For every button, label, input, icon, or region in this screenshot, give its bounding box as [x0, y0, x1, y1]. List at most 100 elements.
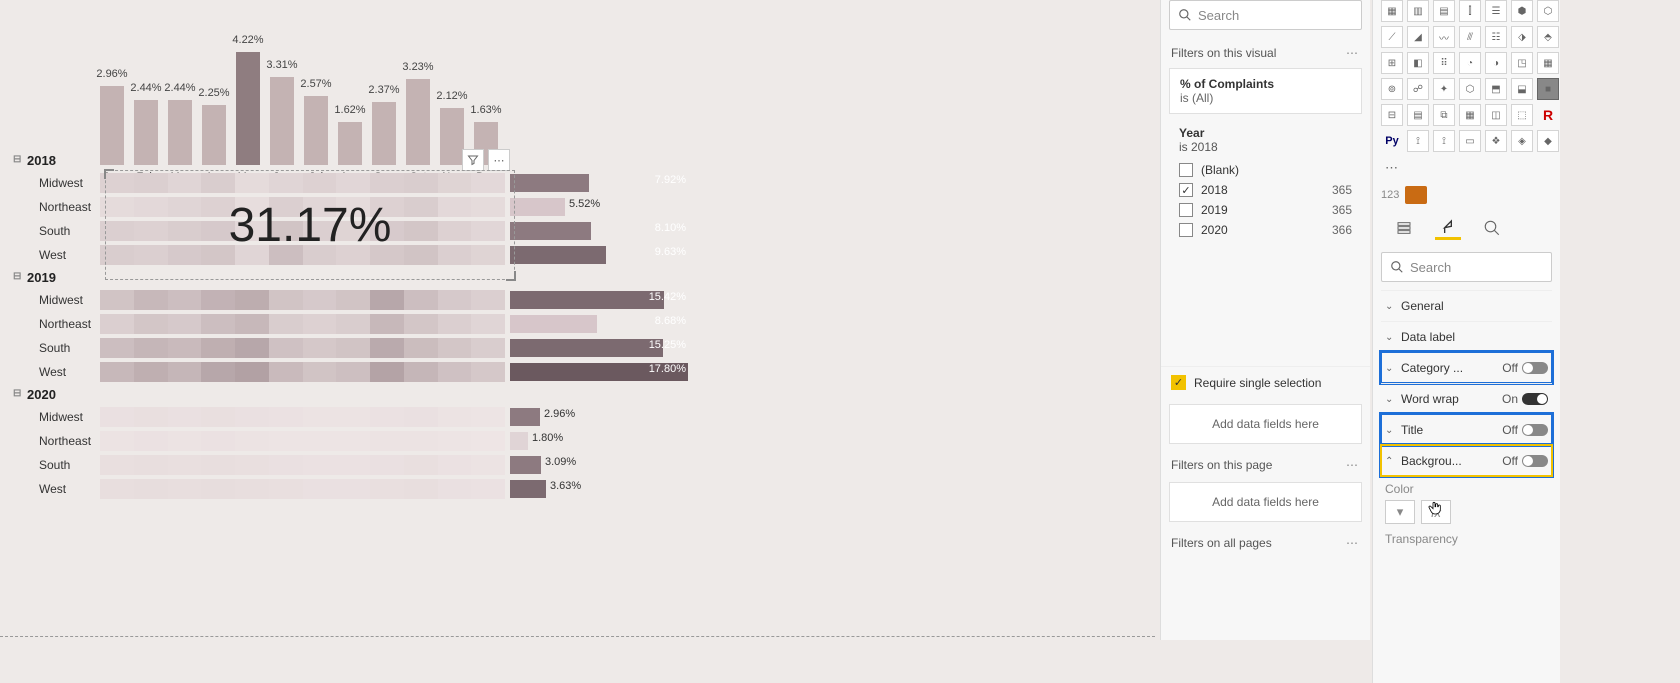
fields-tab[interactable]	[1391, 216, 1417, 240]
viz-type-icon[interactable]: ⫿	[1459, 0, 1481, 22]
checkbox[interactable]	[1179, 223, 1193, 237]
viz-type-icon[interactable]: ⬡	[1537, 0, 1559, 22]
viz-type-icon[interactable]: ⬓	[1511, 78, 1533, 100]
viz-type-icon[interactable]: ◑	[1485, 52, 1507, 74]
viz-type-icon[interactable]: ⧉	[1433, 104, 1455, 126]
viz-type-icon[interactable]: ⬡	[1459, 78, 1481, 100]
viz-type-icon[interactable]: ⠿	[1433, 52, 1455, 74]
toggle-switch[interactable]	[1522, 455, 1548, 467]
format-search-input[interactable]: Search	[1381, 252, 1552, 282]
month-column-chart: 2.96%Jan2.44%Feb2.44%Mar2.25%Apr4.22%May…	[100, 10, 520, 165]
matrix-region-row[interactable]: South3.09%	[15, 453, 715, 477]
matrix-region-row[interactable]: West17.80%	[15, 360, 715, 384]
format-property-row[interactable]: ⌄Category ...Off	[1381, 352, 1552, 383]
matrix-region-row[interactable]: South15.25%	[15, 336, 715, 360]
viz-type-icon[interactable]: R	[1537, 104, 1559, 126]
section-more-icon[interactable]: ⋯	[1346, 458, 1360, 472]
viz-type-icon[interactable]: ☍	[1407, 78, 1429, 100]
checkbox[interactable]	[1179, 163, 1193, 177]
filter-card-complaints[interactable]: % of Complaints is (All)	[1169, 68, 1362, 114]
viz-type-icon[interactable]: ⟟	[1407, 130, 1429, 152]
viz-type-icon[interactable]: ▦	[1537, 52, 1559, 74]
viz-type-icon[interactable]: ⟋	[1381, 26, 1403, 48]
dropzone-visual[interactable]: Add data fields here	[1169, 404, 1362, 444]
format-property-row[interactable]: ⌄General	[1381, 290, 1552, 321]
color-dropdown[interactable]: ▾	[1385, 500, 1415, 524]
format-property-row[interactable]: ⌄Data label	[1381, 321, 1552, 352]
heatmap-cells	[100, 407, 505, 427]
viz-type-icon[interactable]: 〰	[1433, 26, 1455, 48]
viz-type-icon[interactable]: ▦	[1381, 0, 1403, 22]
viz-type-icon[interactable]: ☷	[1485, 26, 1507, 48]
viz-type-icon[interactable]: ◳	[1511, 52, 1533, 74]
region-bar: 8.10%	[510, 221, 690, 241]
viz-type-icon[interactable]: ⬗	[1511, 26, 1533, 48]
viz-type-icon[interactable]: ◆	[1537, 130, 1559, 152]
format-property-row[interactable]: ⌄TitleOff	[1381, 414, 1552, 445]
section-more-icon[interactable]: ⋯	[1346, 536, 1360, 550]
viz-type-icon[interactable]: ■	[1537, 78, 1559, 100]
format-property-row[interactable]: ⌃Backgrou...Off	[1381, 445, 1552, 476]
region-label: South	[15, 458, 100, 472]
viz-type-icon[interactable]: ◢	[1407, 26, 1429, 48]
matrix-region-row[interactable]: Midwest15.42%	[15, 288, 715, 312]
toggle-switch[interactable]	[1522, 362, 1548, 374]
viz-type-icon[interactable]: ◈	[1511, 130, 1533, 152]
viz-type-icon[interactable]: ⟟	[1433, 130, 1455, 152]
matrix-year-header[interactable]: 2018	[15, 150, 715, 171]
toggle-switch[interactable]	[1522, 393, 1548, 405]
matrix-region-row[interactable]: Northeast1.80%	[15, 429, 715, 453]
viz-type-icon[interactable]: ⊚	[1381, 78, 1403, 100]
viz-type-icon[interactable]: ⊞	[1381, 52, 1403, 74]
filter-card-sub: is (All)	[1180, 91, 1351, 105]
toggle-state-label: Off	[1502, 361, 1518, 375]
filters-search-input[interactable]: Search	[1169, 0, 1362, 30]
checkbox[interactable]	[1179, 203, 1193, 217]
year-filter-option[interactable]: (Blank)	[1179, 160, 1352, 180]
matrix-region-row[interactable]: West3.63%	[15, 477, 715, 501]
viz-type-icon[interactable]: ☰	[1485, 0, 1507, 22]
analytics-tab[interactable]	[1479, 216, 1505, 240]
filter-card-year[interactable]: Year is 2018 (Blank)20183652019365202036…	[1169, 120, 1362, 246]
toggle-switch[interactable]	[1522, 424, 1548, 436]
format-property-row[interactable]: ⌄Word wrapOn	[1381, 383, 1552, 414]
viz-type-icon[interactable]: ⬘	[1537, 26, 1559, 48]
viz-type-icon[interactable]: ▤	[1433, 0, 1455, 22]
section-more-icon[interactable]: ⋯	[1346, 46, 1360, 60]
require-single-selection[interactable]: ✓ Require single selection	[1161, 366, 1370, 398]
region-label: Midwest	[15, 176, 100, 190]
viz-type-icon[interactable]: ⬒	[1485, 78, 1507, 100]
format-property-label: Backgrou...	[1401, 454, 1502, 468]
field-chip[interactable]	[1405, 186, 1427, 204]
viz-type-icon[interactable]: ◔	[1459, 52, 1481, 74]
viz-type-icon[interactable]: ⫻	[1459, 26, 1481, 48]
year-filter-option[interactable]: 2020366	[1179, 220, 1352, 240]
viz-type-icon[interactable]: ⬢	[1511, 0, 1533, 22]
month-bar[interactable]: 4.22%May	[236, 52, 260, 165]
format-tab[interactable]	[1435, 216, 1461, 240]
viz-type-icon[interactable]: ▤	[1407, 104, 1429, 126]
dropzone-page[interactable]: Add data fields here	[1169, 482, 1362, 522]
checkbox[interactable]	[1179, 183, 1193, 197]
viz-type-icon[interactable]: ❖	[1485, 130, 1507, 152]
viz-type-icon[interactable]: ◫	[1485, 104, 1507, 126]
viz-type-icon[interactable]: ▭	[1459, 130, 1481, 152]
viz-type-icon[interactable]: ⬚	[1511, 104, 1533, 126]
viz-type-icon[interactable]: ▥	[1407, 0, 1429, 22]
viz-type-icon[interactable]: ▦	[1459, 104, 1481, 126]
matrix-region-row[interactable]: Northeast8.68%	[15, 312, 715, 336]
region-bar: 2.96%	[510, 407, 690, 427]
card-visual-value[interactable]: 31.17%	[105, 170, 515, 280]
viz-type-icon[interactable]: ✦	[1433, 78, 1455, 100]
color-fx-button[interactable]: fx	[1421, 500, 1451, 524]
viz-type-icon[interactable]: ⊟	[1381, 104, 1403, 126]
viz-type-icon[interactable]: ◧	[1407, 52, 1429, 74]
year-filter-option[interactable]: 2018365	[1179, 180, 1352, 200]
year-filter-option[interactable]: 2019365	[1179, 200, 1352, 220]
viz-more-icon[interactable]: ⋯	[1381, 158, 1552, 186]
viz-type-icon[interactable]: Py	[1381, 130, 1403, 152]
matrix-year-header[interactable]: 2020	[15, 384, 715, 405]
matrix-region-row[interactable]: Midwest2.96%	[15, 405, 715, 429]
format-property-label: Word wrap	[1401, 392, 1502, 406]
require-single-checkbox[interactable]: ✓	[1171, 375, 1186, 390]
